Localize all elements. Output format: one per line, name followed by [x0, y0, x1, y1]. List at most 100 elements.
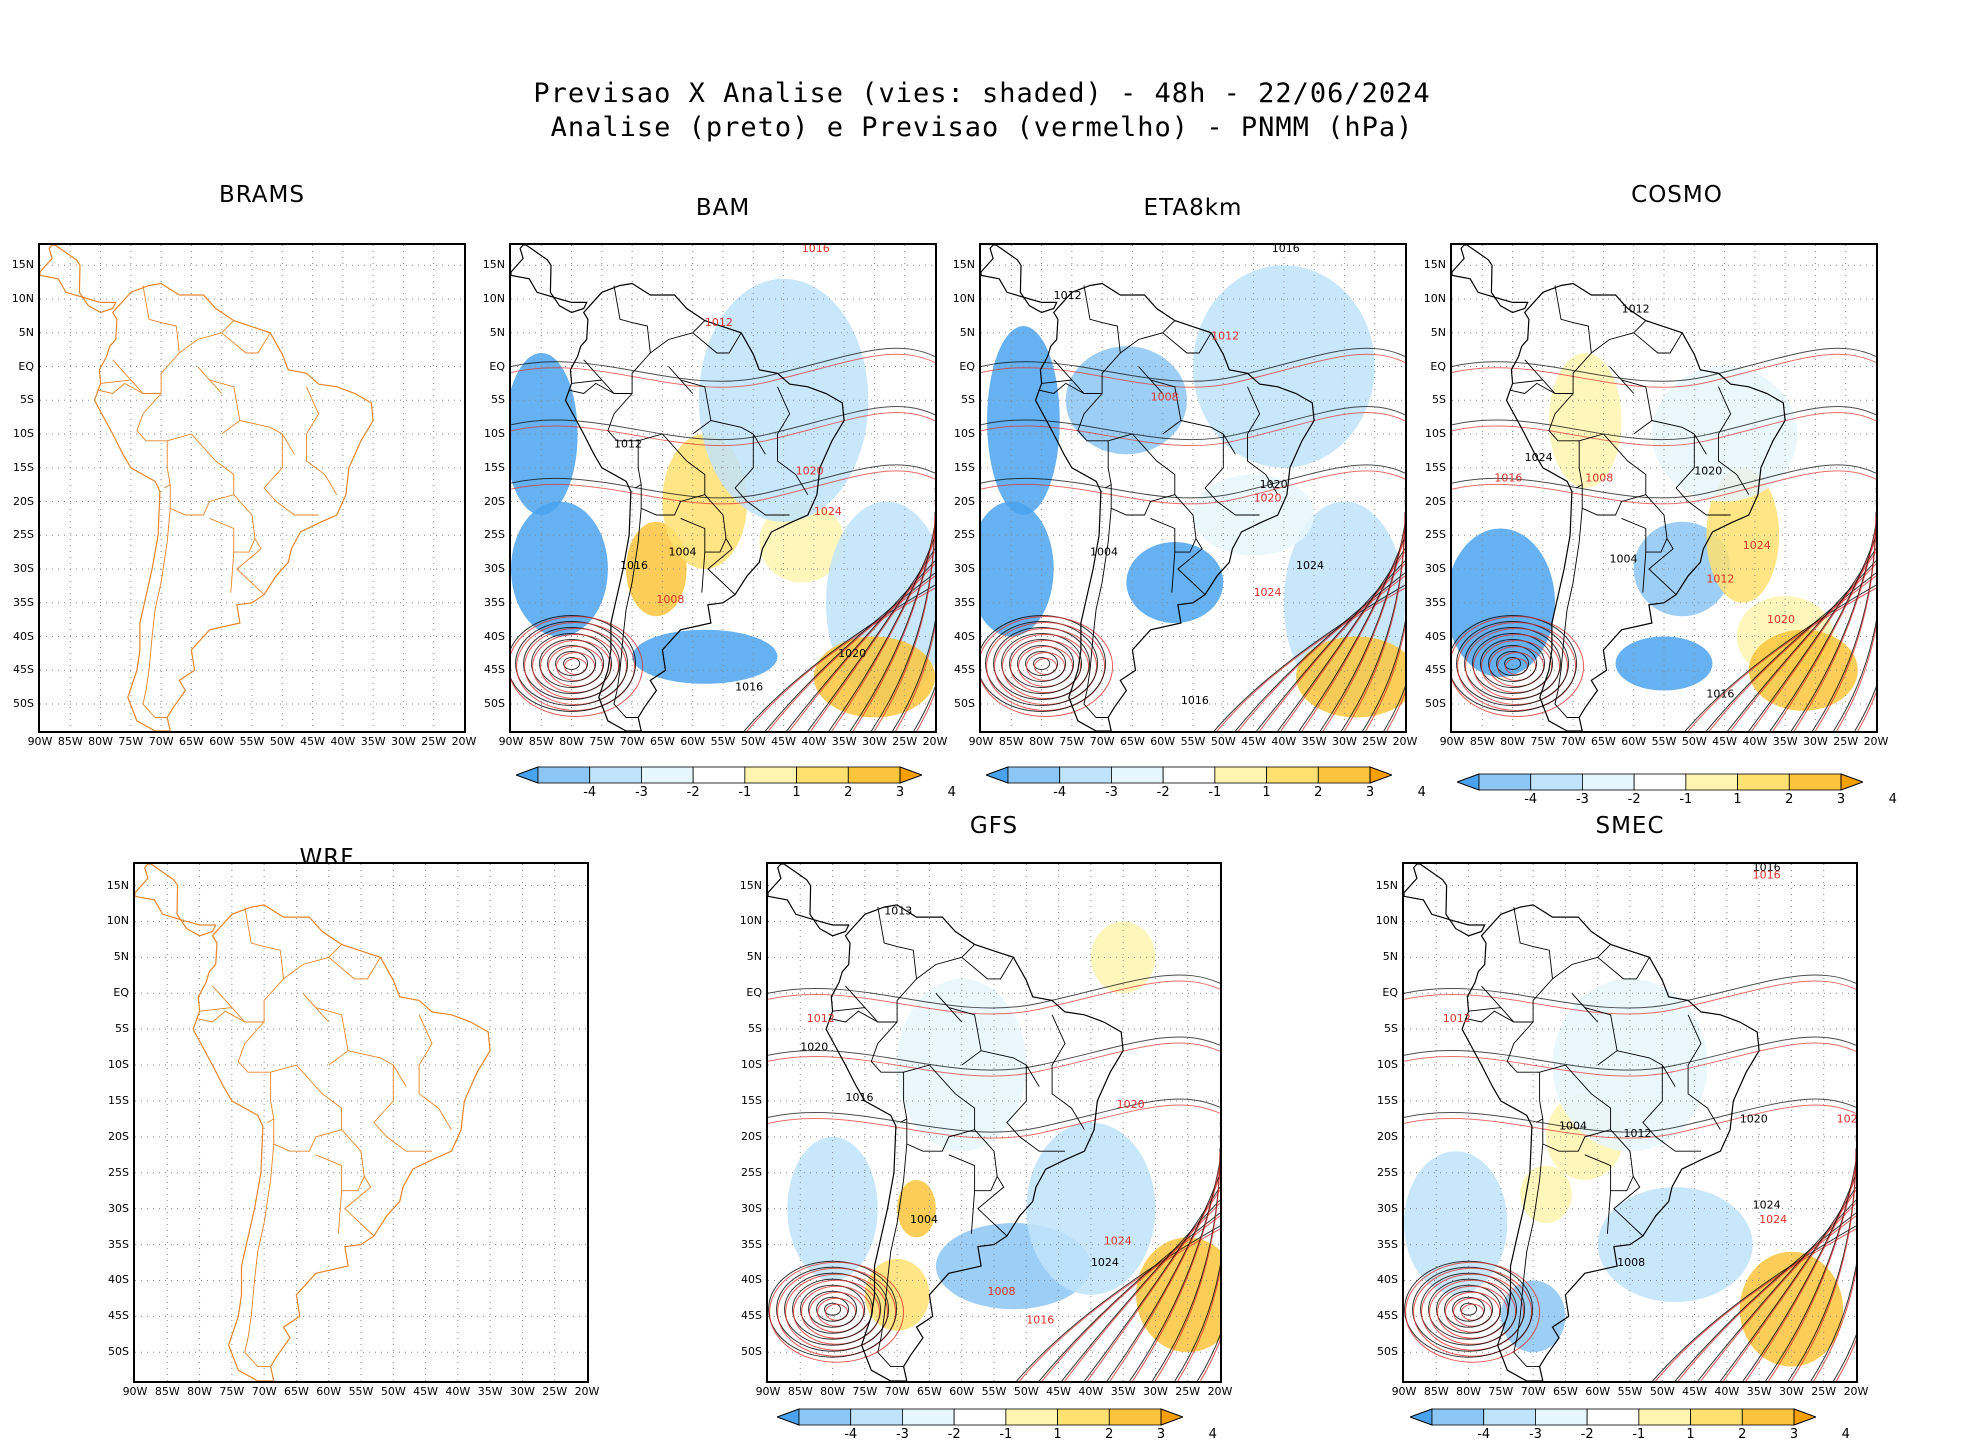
country-border — [1162, 332, 1212, 354]
country-border — [1648, 538, 1677, 595]
low-pressure-contour — [808, 1290, 858, 1328]
colorbar-swatch — [847, 766, 901, 784]
low-pressure-contour — [1460, 1302, 1478, 1316]
high-pressure-contour — [1319, 524, 1405, 731]
low-pressure-contour — [540, 640, 612, 693]
lat-tick-label: EQ — [746, 986, 762, 1000]
lat-tick-label: 25S — [13, 528, 34, 542]
high-pressure-contour — [913, 488, 935, 731]
lon-tick-label: 70W — [1520, 1385, 1546, 1398]
low-pressure-contour — [531, 633, 613, 694]
low-pressure-contour — [1452, 616, 1585, 717]
colorbar-swatch — [1057, 1408, 1110, 1426]
low-pressure-contour — [776, 1266, 890, 1352]
lon-tick-label: 65W — [1119, 735, 1145, 748]
lat-tick-label: 40S — [1425, 629, 1446, 643]
colorbar: -4 -3 -2 -1 1 2 3 4 — [514, 766, 956, 806]
lon-tick-label: 90W — [122, 1385, 148, 1398]
high-pressure-contour — [1652, 1225, 1856, 1381]
country-border — [1177, 538, 1206, 595]
low-pressure-contour — [1436, 1284, 1502, 1334]
lon-tick-label: 75W — [1530, 735, 1556, 748]
colorbar-label: 1 — [1262, 785, 1271, 800]
high-pressure-contour — [1174, 1135, 1220, 1381]
country-border — [1621, 494, 1668, 553]
lon-tick-label: 45W — [1241, 735, 1266, 748]
contour-label: 1012 — [1211, 330, 1239, 343]
low-pressure-contour — [825, 1303, 849, 1321]
lat-tick-label: 10S — [1425, 427, 1446, 440]
country-border — [418, 1014, 452, 1130]
lat-tick-label: 50S — [1425, 697, 1446, 710]
map-frame — [38, 243, 466, 733]
lat-tick-label: 20S — [1425, 494, 1446, 508]
country-border — [1584, 1129, 1634, 1192]
lon-tick-label: 60W — [209, 735, 235, 748]
contour-label: 1024 — [1753, 1199, 1781, 1212]
high-pressure-contour — [1854, 488, 1876, 731]
contour-label: 1016 — [1026, 1314, 1054, 1327]
panel-title: SMEC — [1595, 813, 1665, 839]
lat-tick-label: 15N — [11, 258, 34, 272]
bias-region — [1520, 1165, 1572, 1224]
lon-tick-label: 75W — [1488, 1385, 1514, 1398]
high-pressure-contour — [1814, 515, 1876, 731]
coastline — [1404, 864, 1486, 937]
contour-label: 1012 — [1624, 1127, 1652, 1140]
lon-tick-label: 30W — [390, 735, 416, 748]
pressure-contours — [511, 347, 935, 731]
bias-region — [1090, 921, 1156, 994]
low-pressure-contour — [1405, 1261, 1541, 1363]
high-pressure-contour — [1177, 1138, 1220, 1381]
country-border — [734, 434, 790, 516]
contour-label: 1020 — [796, 465, 824, 478]
lat-tick-label: 15N — [739, 878, 762, 892]
lat-tick-label: 10S — [1377, 1058, 1398, 1072]
colorbar-label: 1 — [1686, 1427, 1695, 1442]
low-pressure-contour — [809, 1291, 865, 1333]
lat-tick-label: 25S — [108, 1165, 129, 1179]
country-border — [337, 1190, 343, 1234]
colorbar-swatch — [796, 766, 849, 784]
colorbar-swatch — [1638, 1408, 1691, 1426]
country-border — [1552, 944, 1611, 980]
lon-tick-label: 70W — [884, 1385, 910, 1398]
lat-tick-label: EQ — [959, 359, 975, 373]
lon-tick-label: 55W — [1180, 735, 1206, 748]
colorbar-swatch — [1369, 766, 1394, 784]
lon-tick-label: 85W — [787, 1385, 813, 1398]
colorbar-label: 3 — [1836, 792, 1846, 807]
isobar — [511, 353, 935, 388]
country-border — [977, 1176, 1008, 1237]
lat-tick-label: 15S — [1425, 460, 1446, 474]
colorbar: -4 -3 -2 -1 1 2 3 4 — [984, 766, 1426, 806]
colorbar-label: 2 — [1314, 785, 1323, 800]
country-border — [1512, 379, 1543, 384]
low-pressure-contour — [511, 616, 644, 717]
colorbar-label: 4 — [1417, 785, 1426, 800]
bias-region — [1633, 521, 1731, 617]
lat-tick-label: 20S — [108, 1129, 129, 1143]
high-pressure-contour — [1769, 536, 1876, 731]
high-pressure-contour — [849, 524, 935, 731]
coastline — [93, 282, 374, 731]
lat-tick-label: 50S — [108, 1345, 129, 1359]
high-pressure-contour — [1084, 1186, 1220, 1381]
lat-tick-label: 10S — [954, 427, 975, 440]
lat-tick-label: 35S — [13, 595, 34, 609]
map-frame: 1016 1016 1012 1012 1008 1004 1020 1024 1020 1016 — [509, 243, 937, 733]
country-border — [142, 508, 171, 718]
lon-tick-label: 40W — [1078, 1385, 1104, 1398]
lat-tick-label: 25S — [1425, 528, 1446, 542]
panel-title: COSMO — [1631, 182, 1723, 208]
colorbar-swatch — [1160, 1408, 1185, 1426]
lon-tick-label: 85W — [154, 1385, 180, 1398]
colorbar-swatch — [1214, 766, 1267, 784]
high-pressure-contour — [852, 527, 935, 731]
country-border — [832, 1007, 865, 1012]
country-border — [1613, 1176, 1644, 1237]
colorbar-swatch — [902, 1408, 955, 1426]
low-pressure-contour — [556, 652, 596, 681]
coastline — [1452, 245, 1529, 314]
country-border — [209, 494, 256, 553]
